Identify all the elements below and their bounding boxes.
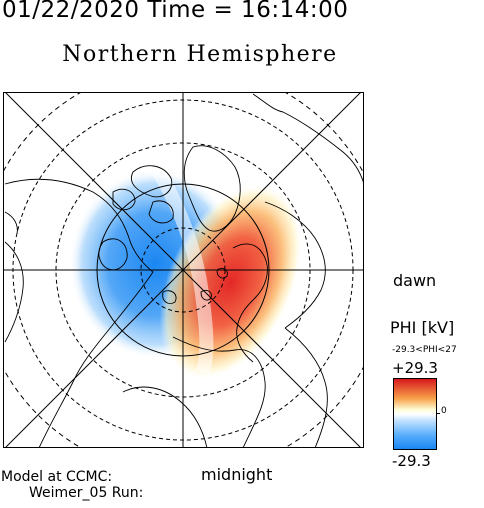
run-label: Weimer_05 Run: [29, 485, 144, 501]
model-label: Model at CCMC: [1, 469, 113, 485]
meridian-lines [3, 92, 364, 448]
colorbar-min-label: -29.3 [392, 452, 431, 470]
colorbar [393, 378, 437, 450]
timestamp: 01/22/2020 Time = 16:14:00 [2, 0, 349, 23]
colorbar-max-label: +29.3 [392, 359, 438, 377]
midnight-label: midnight [201, 465, 273, 484]
map-frame [3, 92, 364, 448]
hemisphere-title: Northern Hemisphere [62, 42, 338, 67]
colorbar-zero-label: 0 [441, 406, 447, 416]
polar-map [3, 92, 364, 448]
colorbar-title: PHI [kV] [390, 318, 455, 337]
colorbar-range: -29.3<PHI<27 [392, 345, 457, 355]
colorbar-zero-tick [436, 413, 440, 414]
coastlines [4, 93, 364, 448]
dawn-label: dawn [393, 271, 437, 290]
positive-potential-cell [159, 184, 303, 380]
